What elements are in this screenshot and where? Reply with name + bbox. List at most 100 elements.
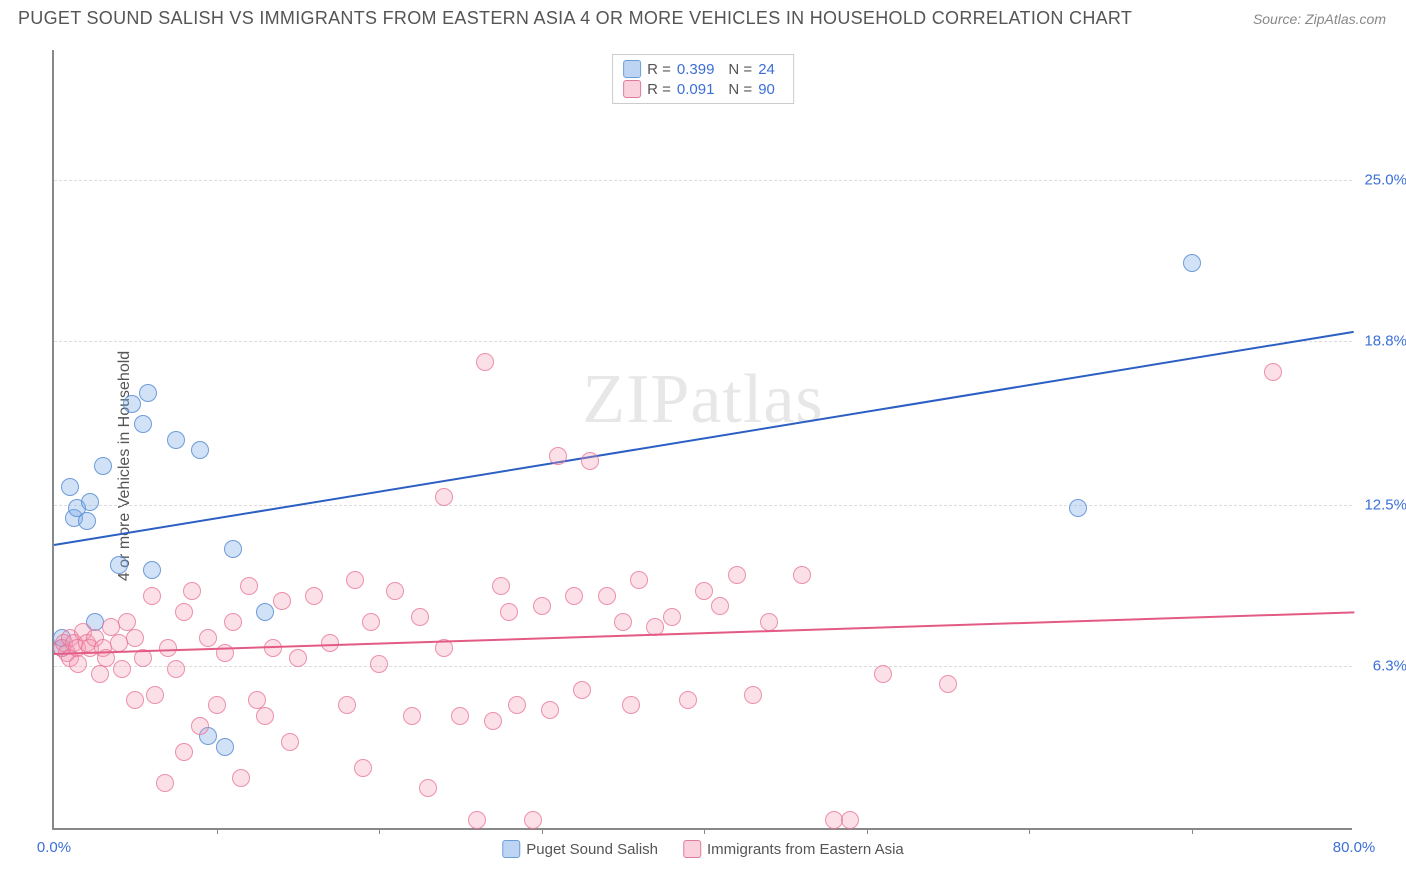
legend-swatch-blue	[623, 60, 641, 78]
x-tick-mark	[704, 828, 705, 834]
x-tick-label: 0.0%	[37, 839, 71, 856]
data-point-blue	[61, 478, 79, 496]
data-point-blue	[216, 738, 234, 756]
data-point-pink	[273, 592, 291, 610]
data-point-pink	[728, 566, 746, 584]
data-point-pink	[289, 649, 307, 667]
data-point-pink	[939, 675, 957, 693]
data-point-blue	[139, 384, 157, 402]
data-point-blue	[123, 395, 141, 413]
legend-swatch-blue	[502, 840, 520, 858]
n-label: N =	[728, 61, 752, 78]
data-point-pink	[484, 712, 502, 730]
data-point-pink	[793, 566, 811, 584]
x-tick-label: 80.0%	[1333, 839, 1376, 856]
data-point-pink	[622, 696, 640, 714]
data-point-pink	[175, 743, 193, 761]
data-point-pink	[232, 769, 250, 787]
r-value-pink: 0.091	[677, 81, 715, 98]
data-point-blue	[110, 556, 128, 574]
data-point-pink	[581, 452, 599, 470]
x-tick-mark	[1029, 828, 1030, 834]
data-point-pink	[305, 587, 323, 605]
data-point-pink	[167, 660, 185, 678]
data-point-pink	[69, 655, 87, 673]
data-point-pink	[183, 582, 201, 600]
data-point-pink	[630, 571, 648, 589]
n-value-blue: 24	[758, 61, 775, 78]
data-point-pink	[533, 597, 551, 615]
data-point-pink	[126, 691, 144, 709]
gridline-h	[54, 666, 1352, 667]
chart-title: PUGET SOUND SALISH VS IMMIGRANTS FROM EA…	[18, 8, 1132, 29]
data-point-pink	[403, 707, 421, 725]
gridline-h	[54, 341, 1352, 342]
r-label: R =	[647, 61, 671, 78]
data-point-pink	[435, 488, 453, 506]
data-point-pink	[874, 665, 892, 683]
data-point-blue	[143, 561, 161, 579]
x-tick-mark	[1192, 828, 1193, 834]
y-tick-label: 18.8%	[1364, 333, 1406, 350]
data-point-pink	[224, 613, 242, 631]
data-point-pink	[760, 613, 778, 631]
series-legend: Puget Sound Salish Immigrants from Easte…	[502, 840, 904, 858]
y-tick-label: 12.5%	[1364, 497, 1406, 514]
data-point-blue	[134, 415, 152, 433]
data-point-pink	[113, 660, 131, 678]
r-value-blue: 0.399	[677, 61, 715, 78]
data-point-pink	[346, 571, 364, 589]
data-point-pink	[386, 582, 404, 600]
y-tick-label: 6.3%	[1373, 658, 1406, 675]
data-point-blue	[191, 441, 209, 459]
data-point-pink	[208, 696, 226, 714]
data-point-pink	[524, 811, 542, 829]
trendline-blue	[54, 331, 1354, 546]
data-point-pink	[451, 707, 469, 725]
data-point-pink	[199, 629, 217, 647]
data-point-blue	[81, 493, 99, 511]
y-tick-label: 25.0%	[1364, 172, 1406, 189]
data-point-blue	[94, 457, 112, 475]
data-point-blue	[224, 540, 242, 558]
data-point-blue	[256, 603, 274, 621]
chart-container: 4 or more Vehicles in Household ZIPatlas…	[0, 40, 1406, 892]
data-point-pink	[321, 634, 339, 652]
data-point-pink	[695, 582, 713, 600]
correlation-legend: R = 0.399 N = 24 R = 0.091 N = 90	[612, 54, 794, 104]
data-point-pink	[500, 603, 518, 621]
watermark: ZIPatlas	[582, 360, 823, 440]
data-point-blue	[1069, 499, 1087, 517]
data-point-pink	[679, 691, 697, 709]
data-point-pink	[370, 655, 388, 673]
data-point-pink	[175, 603, 193, 621]
data-point-pink	[419, 779, 437, 797]
trendline-pink	[54, 612, 1354, 656]
data-point-pink	[240, 577, 258, 595]
data-point-pink	[146, 686, 164, 704]
data-point-pink	[663, 608, 681, 626]
data-point-pink	[338, 696, 356, 714]
gridline-h	[54, 180, 1352, 181]
data-point-pink	[508, 696, 526, 714]
data-point-pink	[541, 701, 559, 719]
data-point-pink	[156, 774, 174, 792]
data-point-pink	[191, 717, 209, 735]
source-attribution: Source: ZipAtlas.com	[1253, 11, 1386, 27]
data-point-pink	[159, 639, 177, 657]
x-tick-mark	[379, 828, 380, 834]
data-point-pink	[598, 587, 616, 605]
data-point-pink	[614, 613, 632, 631]
data-point-blue	[78, 512, 96, 530]
x-tick-mark	[542, 828, 543, 834]
data-point-blue	[1183, 254, 1201, 272]
legend-label-blue: Puget Sound Salish	[526, 841, 658, 858]
legend-label-pink: Immigrants from Eastern Asia	[707, 841, 904, 858]
data-point-pink	[573, 681, 591, 699]
data-point-pink	[256, 707, 274, 725]
data-point-pink	[744, 686, 762, 704]
data-point-pink	[281, 733, 299, 751]
data-point-pink	[1264, 363, 1282, 381]
data-point-pink	[476, 353, 494, 371]
data-point-pink	[354, 759, 372, 777]
